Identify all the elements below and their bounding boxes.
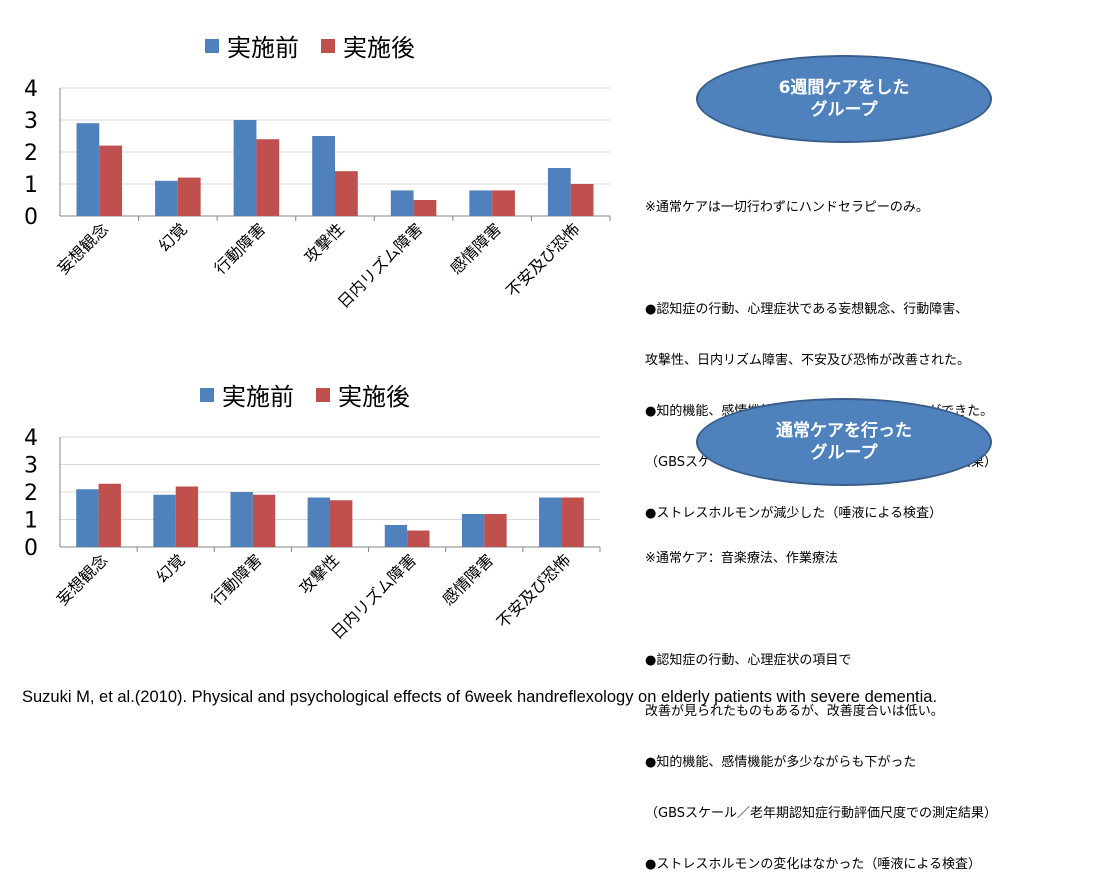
bar-before xyxy=(461,514,485,547)
bar-after xyxy=(561,497,584,547)
note-line xyxy=(645,250,997,267)
note-line: ●ストレスホルモンの変化はなかった（唾液による検査） xyxy=(645,857,981,872)
group-label-6week-text: 6週間ケアをした グループ xyxy=(778,78,910,120)
bar-before xyxy=(469,190,493,216)
note-line: ●知的機能、感情機能が多少ながらも下がった xyxy=(645,755,917,770)
bar-before xyxy=(312,136,335,216)
bar-after xyxy=(175,486,199,547)
y-tick-label: 0 xyxy=(24,536,38,561)
x-tick-label: 行動障害 xyxy=(207,550,266,609)
legend-label-after: 実施後 xyxy=(338,383,410,411)
note-line: （GBSスケール／老年期認知症行動評価尺度での測定結果） xyxy=(645,806,998,821)
bar-after xyxy=(570,184,594,216)
bar-after xyxy=(99,145,123,216)
bar-before xyxy=(155,180,178,216)
note-line: 改善が見られたものもあるが、改善度合いは低い。 xyxy=(645,704,944,719)
chart1-legend: 実施前 実施後 xyxy=(205,28,437,63)
x-tick-label: 幻覚 xyxy=(152,550,188,586)
x-tick-label: 感情障害 xyxy=(438,550,497,609)
bar-before xyxy=(539,497,562,547)
legend-swatch-after xyxy=(316,387,330,402)
bar-after xyxy=(335,171,358,216)
legend-item-after: 実施後 xyxy=(321,28,415,63)
chart2-legend: 実施前 実施後 xyxy=(200,377,432,412)
x-tick-label: 不安及び恐怖 xyxy=(493,550,574,631)
legend-item-before: 実施前 xyxy=(200,377,294,412)
bar-before xyxy=(76,489,99,547)
legend-swatch-before xyxy=(205,38,219,53)
chart1: 0 1 2 3 4 妄想観念 幻覚 行動障害 攻撃性 日内リズム障害 感情障害 不安及び恐怖 xyxy=(0,0,640,340)
note-line: ●認知症の行動、心理症状の項目で xyxy=(645,653,852,668)
y-tick-label: 2 xyxy=(24,141,38,166)
bar-before xyxy=(230,492,253,547)
legend-label-after: 実施後 xyxy=(343,34,415,62)
bar-after xyxy=(177,177,201,216)
group-label-6week: 6週間ケアをした グループ xyxy=(696,55,992,143)
x-tick-label: 妄想観念 xyxy=(53,550,112,609)
bar-before xyxy=(547,168,571,216)
bar-before xyxy=(390,190,414,216)
note-line: ※通常ケア：音楽療法、作業療法 xyxy=(645,551,838,566)
legend-label-before: 実施前 xyxy=(227,34,299,62)
legend-label-before: 実施前 xyxy=(222,383,294,411)
y-tick-label: 1 xyxy=(24,509,38,534)
y-tick-label: 4 xyxy=(24,426,38,451)
note-line: 攻撃性、日内リズム障害、不安及び恐怖が改善された。 xyxy=(645,353,971,368)
bar-after xyxy=(407,530,430,547)
legend-swatch-after xyxy=(321,38,335,53)
bar-after xyxy=(256,139,280,216)
bar-before xyxy=(153,494,176,547)
citation: Suzuki M, et al.(2010). Physical and psy… xyxy=(22,688,938,706)
y-tick-label: 3 xyxy=(24,109,38,134)
bar-after xyxy=(484,514,507,547)
bar-after xyxy=(252,494,276,547)
note-line: ※通常ケアは一切行わずにハンドセラピーのみ。 xyxy=(645,200,929,215)
note-line xyxy=(645,601,997,618)
group-label-normal: 通常ケアを行った グループ xyxy=(696,398,992,486)
y-tick-label: 0 xyxy=(24,205,38,230)
bar-before xyxy=(76,123,100,216)
x-tick-label: 攻撃性 xyxy=(295,550,342,597)
bar-after xyxy=(413,200,437,216)
chart2: 0 1 2 3 4 妄想観念 幻覚 行動障害 攻撃性 日内リズム障害 感情障害 不安及び恐怖 xyxy=(0,0,640,680)
note-line: ●認知症の行動、心理症状である妄想観念、行動障害、 xyxy=(645,302,969,317)
bar-after xyxy=(492,190,515,216)
bar-before xyxy=(307,497,330,547)
y-tick-label: 4 xyxy=(24,77,38,102)
legend-swatch-before xyxy=(200,387,214,402)
bar-before xyxy=(384,525,408,547)
note-line: ●ストレスホルモンが減少した（唾液による検査） xyxy=(645,506,942,521)
bar-after xyxy=(330,500,353,547)
legend-item-after: 実施後 xyxy=(316,377,410,412)
y-tick-label: 1 xyxy=(24,173,38,198)
bar-after xyxy=(98,483,121,547)
group-label-normal-text: 通常ケアを行った グループ xyxy=(776,421,912,463)
y-tick-label: 3 xyxy=(24,454,38,479)
y-tick-label: 2 xyxy=(24,481,38,506)
bar-before xyxy=(233,120,257,216)
legend-item-before: 実施前 xyxy=(205,28,299,63)
